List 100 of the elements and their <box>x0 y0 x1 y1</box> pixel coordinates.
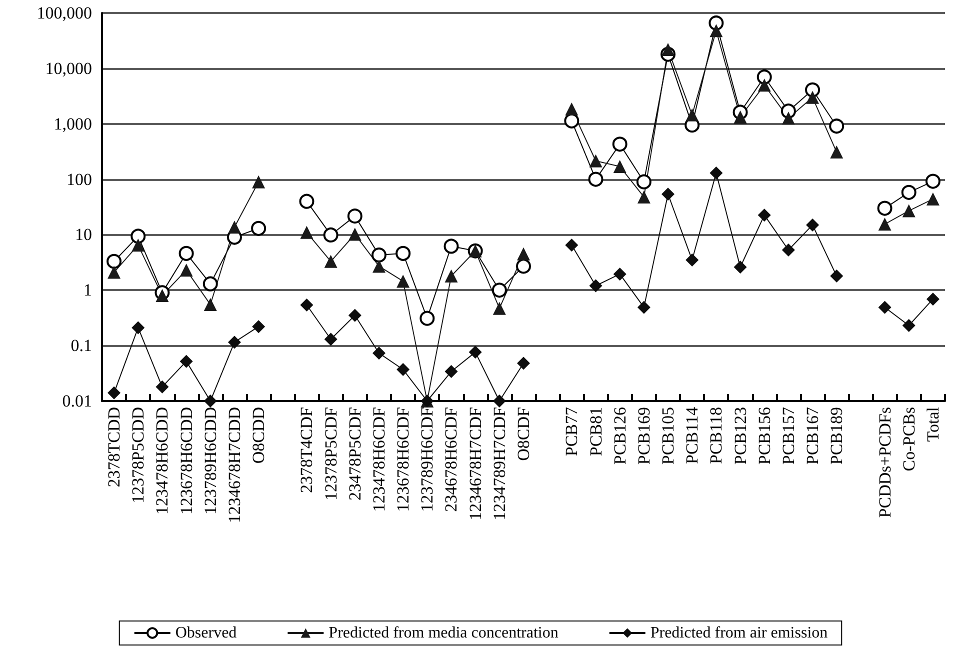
point <box>662 188 675 201</box>
x-tick-label: 123789H6CDD <box>200 407 220 515</box>
x-tick-label: PCB123 <box>730 407 750 465</box>
point <box>396 274 410 288</box>
point <box>252 175 266 188</box>
y-tick-label: 10,000 <box>45 58 92 78</box>
point <box>396 246 411 261</box>
point <box>372 260 386 273</box>
point <box>517 247 530 260</box>
point <box>877 200 892 216</box>
point <box>108 266 121 279</box>
y-tick-label: 0.1 <box>70 336 92 356</box>
point <box>178 246 194 261</box>
point <box>782 112 795 125</box>
point <box>589 279 602 292</box>
point <box>806 218 820 232</box>
x-tick-label: 123678H6CDD <box>176 407 196 515</box>
x-tick-label: O8CDD <box>249 407 268 464</box>
x-tick-label: 1234678H7CDD <box>224 407 244 524</box>
point <box>156 380 169 394</box>
point <box>613 160 626 174</box>
x-tick-label: 2378TCDD <box>104 407 124 488</box>
point <box>517 356 530 370</box>
point <box>708 16 724 30</box>
point <box>829 118 844 134</box>
point <box>348 308 362 322</box>
point <box>323 227 338 242</box>
point <box>830 269 844 282</box>
point <box>662 42 675 56</box>
point <box>108 386 121 400</box>
point <box>299 194 314 209</box>
x-tick-label: PCB189 <box>827 407 846 465</box>
point <box>444 238 459 254</box>
point <box>396 363 410 376</box>
point <box>492 394 506 408</box>
point <box>565 102 578 116</box>
x-tick-label: 123478H6CDD <box>152 407 172 515</box>
point <box>180 354 193 368</box>
point <box>492 302 506 315</box>
x-tick-label: PCB169 <box>634 407 654 465</box>
point <box>492 282 507 298</box>
point <box>565 238 578 252</box>
x-tick-label: PCB157 <box>778 406 798 465</box>
point <box>926 292 940 306</box>
point <box>324 332 338 346</box>
point <box>926 192 940 206</box>
point <box>636 174 652 190</box>
x-tick-label: 234678H6CDF <box>442 407 461 512</box>
point <box>686 108 699 122</box>
point <box>516 258 531 274</box>
y-tick-label: 0.01 <box>62 392 92 410</box>
point <box>252 320 266 334</box>
point <box>588 172 604 187</box>
point <box>444 365 458 378</box>
legend-label: Predicted from media concentration <box>328 624 558 642</box>
x-tick-label: PCB77 <box>562 406 582 456</box>
x-tick-label: 123789H6CDF <box>418 407 437 512</box>
point <box>156 289 169 302</box>
x-tick-label: O8CDF <box>514 407 533 461</box>
point <box>372 248 386 263</box>
point <box>300 298 314 312</box>
point <box>686 253 699 266</box>
y-tick-label: 100 <box>66 170 92 189</box>
y-tick-label: 1,000 <box>54 114 92 134</box>
point <box>710 24 723 38</box>
point <box>251 220 266 236</box>
legend-label: Observed <box>175 624 237 642</box>
point <box>734 110 747 124</box>
point <box>925 174 940 189</box>
point <box>106 254 122 269</box>
point <box>228 336 241 349</box>
y-tick-label: 1 <box>84 280 92 300</box>
x-tick-label: 12378P5CDF <box>321 407 340 501</box>
point <box>204 394 217 408</box>
point <box>180 264 193 277</box>
point <box>878 300 892 314</box>
x-tick-label: PCB105 <box>658 407 678 465</box>
point <box>444 269 458 282</box>
x-tick-label: Co-PCBs <box>899 407 918 472</box>
x-tick-label: PCB118 <box>706 407 726 464</box>
x-tick-label: 2378T4CDF <box>297 407 316 493</box>
point <box>420 310 435 326</box>
x-tick-label: 123478H6CDF <box>369 407 388 512</box>
point <box>204 298 217 312</box>
point <box>612 136 628 152</box>
x-tick-label: 1234789H7CDF <box>490 407 509 520</box>
point <box>613 268 626 281</box>
point <box>130 228 146 244</box>
point <box>878 218 892 231</box>
point <box>637 300 650 314</box>
x-tick-label: 12378P5CDD <box>128 407 148 504</box>
point <box>589 154 602 168</box>
point <box>348 228 362 241</box>
point <box>637 190 650 204</box>
x-tick-label: PCB81 <box>586 407 606 456</box>
point <box>902 319 916 332</box>
point <box>782 243 795 256</box>
point <box>758 208 771 222</box>
y-tick-label: 100,000 <box>36 4 92 22</box>
point <box>324 254 338 268</box>
